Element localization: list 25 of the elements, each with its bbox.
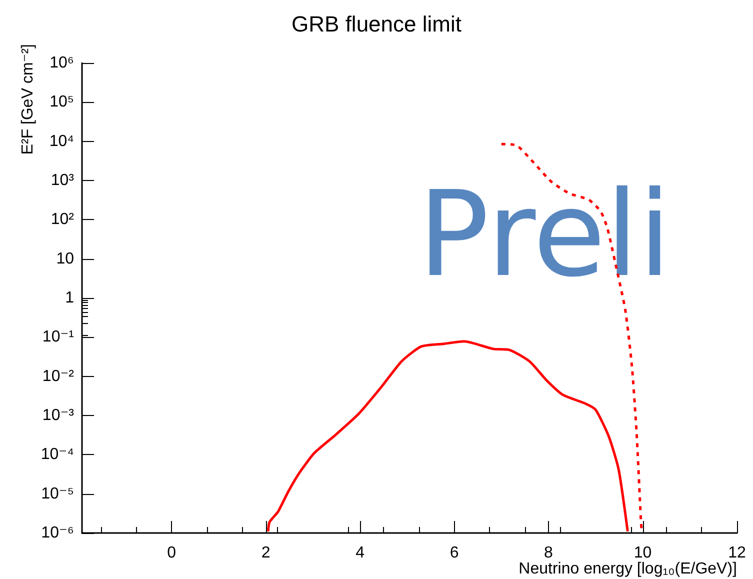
y-tick-label: 10⁴: [49, 132, 74, 150]
x-tick-label: 2: [261, 544, 270, 562]
y-tick-label: 1: [65, 290, 74, 306]
y-tick-label: 10⁻²: [42, 368, 75, 385]
x-tick-label: 4: [356, 544, 365, 562]
x-tick-label: 8: [544, 544, 554, 562]
chart-title: GRB fluence limit: [292, 12, 462, 36]
annotation: Preli: [418, 165, 672, 303]
x-tick-label: 12: [728, 544, 746, 562]
y-tick-label: 10⁻³: [42, 407, 75, 424]
line-series: [266, 340, 629, 533]
y-axis-title: E²F [GeV cm⁻²]: [20, 44, 36, 155]
y-tick-label: 10⁶: [50, 54, 74, 72]
y-tick-label: 10³: [50, 172, 75, 189]
x-tick-label: 6: [450, 544, 459, 562]
y-tick-label: 10⁵: [50, 94, 74, 111]
x-tick-label: 0: [167, 544, 176, 562]
y-tick-label: 10⁻⁶: [41, 524, 74, 542]
x-axis-title: Neutrino energy [log₁₀(E/GeV)]: [518, 560, 737, 578]
y-tick-label: 10: [56, 250, 74, 268]
y-tick-label: 10²: [50, 211, 75, 228]
y-tick-label: 10⁻⁴: [40, 446, 74, 464]
y-tick-label: 10⁻¹: [42, 328, 74, 346]
x-tick-label: 10: [634, 544, 652, 562]
y-tick-label: 10⁻⁵: [41, 485, 74, 502]
